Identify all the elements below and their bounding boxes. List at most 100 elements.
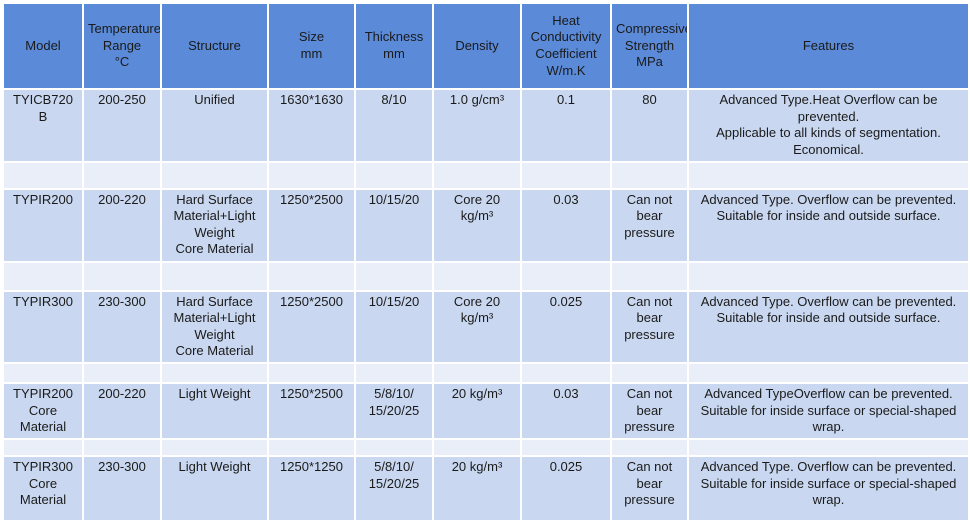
spacer-cell: [82, 260, 162, 292]
spacer-cell: [160, 362, 269, 384]
cell-heat-conductivity: 0.1: [520, 88, 612, 163]
cell-size: 1250*2500: [267, 187, 356, 263]
cell-structure: Light Weight: [160, 382, 269, 440]
spacer-cell: [82, 438, 162, 457]
header-row: Model Temperature Range °C Structure Siz…: [2, 2, 970, 90]
cell-thickness: 5/8/10/ 15/20/25: [354, 455, 434, 520]
spacer-cell: [610, 260, 689, 292]
table-row-typir300: TYPIR300 230-300 Hard Surface Material+L…: [2, 289, 970, 364]
spacer-cell: [520, 362, 612, 384]
cell-temperature-range: 200-250: [82, 88, 162, 163]
cell-density: 20 kg/m³: [432, 382, 522, 440]
spacer-cell: [610, 438, 689, 457]
column-header-features: Features: [687, 2, 970, 90]
table-row-typir300-core: TYPIR300 Core Material 230-300 Light Wei…: [2, 455, 970, 520]
column-header-thickness: Thickness mm: [354, 2, 434, 90]
cell-model: TYICB720 B: [2, 88, 84, 163]
column-header-size: Size mm: [267, 2, 356, 90]
cell-temperature-range: 230-300: [82, 289, 162, 364]
cell-compressive-strength: Can not bear pressure: [610, 187, 689, 263]
cell-size: 1250*1250: [267, 455, 356, 520]
table-row-typir200-core: TYPIR200 Core Material 200-220 Light Wei…: [2, 382, 970, 440]
spacer-cell: [610, 160, 689, 190]
column-header-structure: Structure: [160, 2, 269, 90]
cell-model: TYPIR200 Core Material: [2, 382, 84, 440]
spacer-cell: [354, 362, 434, 384]
cell-thickness: 10/15/20: [354, 187, 434, 263]
cell-features: Advanced Type. Overflow can be prevented…: [687, 289, 970, 364]
cell-heat-conductivity: 0.025: [520, 289, 612, 364]
spacer-cell: [267, 362, 356, 384]
cell-structure: Unified: [160, 88, 269, 163]
spacer-cell: [520, 260, 612, 292]
cell-structure: Hard Surface Material+Light Weight Core …: [160, 187, 269, 263]
spacer-cell: [520, 438, 612, 457]
cell-compressive-strength: Can not bear pressure: [610, 382, 689, 440]
spacer-cell: [267, 438, 356, 457]
spacer-row: [2, 438, 970, 457]
column-header-density: Density: [432, 2, 522, 90]
column-header-temperature-range: Temperature Range °C: [82, 2, 162, 90]
cell-density: 1.0 g/cm³: [432, 88, 522, 163]
column-header-heat-conductivity: Heat Conductivity Coefficient W/m.K: [520, 2, 612, 90]
cell-features: Advanced TypeOverflow can be prevented. …: [687, 382, 970, 440]
cell-density: 20 kg/m³: [432, 455, 522, 520]
spacer-cell: [687, 160, 970, 190]
spacer-cell: [432, 438, 522, 457]
cell-temperature-range: 230-300: [82, 455, 162, 520]
cell-features: Advanced Type.Heat Overflow can be preve…: [687, 88, 970, 163]
cell-size: 1630*1630: [267, 88, 356, 163]
cell-compressive-strength: Can not bear pressure: [610, 455, 689, 520]
spacer-cell: [160, 260, 269, 292]
cell-size: 1250*2500: [267, 289, 356, 364]
spacer-cell: [520, 160, 612, 190]
cell-compressive-strength: Can not bear pressure: [610, 289, 689, 364]
spacer-cell: [82, 160, 162, 190]
cell-temperature-range: 200-220: [82, 187, 162, 263]
column-header-compressive-strength: Compressive Strength MPa: [610, 2, 689, 90]
cell-temperature-range: 200-220: [82, 382, 162, 440]
cell-heat-conductivity: 0.03: [520, 187, 612, 263]
spacer-row: [2, 260, 970, 292]
spacer-cell: [267, 260, 356, 292]
spacer-row: [2, 362, 970, 384]
spacer-row: [2, 160, 970, 190]
spacer-cell: [610, 362, 689, 384]
cell-model: TYPIR200: [2, 187, 84, 263]
spacer-cell: [432, 160, 522, 190]
cell-thickness: 8/10: [354, 88, 434, 163]
spacer-cell: [267, 160, 356, 190]
cell-features: Advanced Type. Overflow can be prevented…: [687, 455, 970, 520]
cell-model: TYPIR300 Core Material: [2, 455, 84, 520]
cell-model: TYPIR300: [2, 289, 84, 364]
cell-thickness: 10/15/20: [354, 289, 434, 364]
cell-density: Core 20 kg/m³: [432, 187, 522, 263]
table-row-tyicb720b: TYICB720 B 200-250 Unified 1630*1630 8/1…: [2, 88, 970, 163]
spacer-cell: [2, 362, 84, 384]
spacer-cell: [2, 438, 84, 457]
spacer-cell: [2, 160, 84, 190]
spacer-cell: [82, 362, 162, 384]
spacer-cell: [432, 260, 522, 292]
cell-density: Core 20 kg/m³: [432, 289, 522, 364]
cell-compressive-strength: 80: [610, 88, 689, 163]
spacer-cell: [2, 260, 84, 292]
spacer-cell: [354, 260, 434, 292]
spacer-cell: [687, 260, 970, 292]
spacer-cell: [354, 438, 434, 457]
spacer-cell: [432, 362, 522, 384]
spacer-cell: [160, 438, 269, 457]
cell-structure: Light Weight: [160, 455, 269, 520]
spacer-cell: [354, 160, 434, 190]
cell-features: Advanced Type. Overflow can be prevented…: [687, 187, 970, 263]
table-row-typir200: TYPIR200 200-220 Hard Surface Material+L…: [2, 187, 970, 263]
cell-heat-conductivity: 0.03: [520, 382, 612, 440]
cell-thickness: 5/8/10/ 15/20/25: [354, 382, 434, 440]
spacer-cell: [160, 160, 269, 190]
spacer-cell: [687, 362, 970, 384]
cell-heat-conductivity: 0.025: [520, 455, 612, 520]
spacer-cell: [687, 438, 970, 457]
column-header-model: Model: [2, 2, 84, 90]
